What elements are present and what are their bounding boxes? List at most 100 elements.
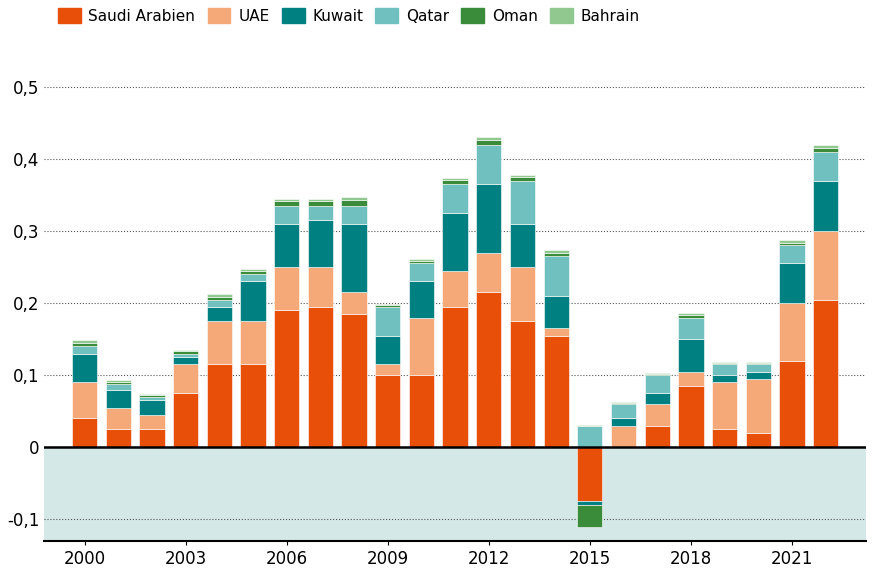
Bar: [644, 373, 670, 374]
Bar: [510, 321, 535, 447]
Bar: [173, 393, 198, 447]
Bar: [173, 357, 198, 365]
Bar: [577, 501, 602, 505]
Bar: [544, 251, 569, 252]
Bar: [409, 317, 434, 375]
Bar: [644, 404, 670, 426]
Bar: [813, 148, 838, 152]
Bar: [240, 274, 265, 282]
Bar: [712, 365, 737, 375]
Bar: [813, 145, 838, 148]
Bar: [274, 201, 299, 206]
Bar: [308, 267, 333, 306]
Bar: [240, 365, 265, 447]
Bar: [544, 328, 569, 336]
Bar: [443, 213, 468, 271]
Bar: [746, 362, 771, 363]
Bar: [72, 340, 97, 343]
Bar: [712, 362, 737, 363]
Bar: [544, 296, 569, 328]
Bar: [106, 380, 131, 382]
Bar: [207, 300, 232, 306]
Bar: [443, 184, 468, 213]
Bar: [746, 365, 771, 371]
Bar: [510, 175, 535, 177]
Bar: [813, 181, 838, 231]
Bar: [644, 375, 670, 393]
Bar: [72, 354, 97, 382]
Bar: [375, 336, 401, 365]
Bar: [375, 375, 401, 447]
Bar: [780, 243, 805, 246]
Bar: [780, 303, 805, 361]
Bar: [678, 386, 704, 447]
Bar: [72, 346, 97, 354]
Bar: [780, 246, 805, 263]
Bar: [274, 310, 299, 447]
Bar: [746, 433, 771, 447]
Bar: [544, 256, 569, 296]
Bar: [678, 313, 704, 315]
Bar: [140, 430, 165, 447]
Bar: [644, 393, 670, 404]
Bar: [409, 259, 434, 260]
Bar: [341, 197, 367, 200]
Bar: [140, 415, 165, 430]
Bar: [780, 240, 805, 243]
Bar: [173, 350, 198, 351]
Bar: [106, 430, 131, 447]
Bar: [207, 294, 232, 297]
Bar: [308, 198, 333, 201]
Bar: [644, 426, 670, 447]
Bar: [409, 260, 434, 263]
Legend: Saudi Arabien, UAE, Kuwait, Qatar, Oman, Bahrain: Saudi Arabien, UAE, Kuwait, Qatar, Oman,…: [52, 2, 646, 30]
Bar: [678, 371, 704, 386]
Bar: [45, 447, 866, 541]
Bar: [780, 263, 805, 303]
Bar: [308, 201, 333, 206]
Bar: [308, 206, 333, 220]
Bar: [476, 144, 501, 184]
Bar: [780, 361, 805, 447]
Bar: [510, 224, 535, 267]
Bar: [240, 321, 265, 365]
Bar: [443, 178, 468, 180]
Bar: [274, 224, 299, 267]
Bar: [510, 267, 535, 321]
Bar: [140, 397, 165, 400]
Bar: [409, 263, 434, 282]
Bar: [173, 365, 198, 393]
Bar: [409, 282, 434, 317]
Bar: [341, 224, 367, 292]
Bar: [678, 339, 704, 371]
Bar: [106, 390, 131, 408]
Bar: [443, 271, 468, 306]
Bar: [341, 200, 367, 206]
Bar: [106, 384, 131, 390]
Bar: [712, 363, 737, 365]
Bar: [375, 365, 401, 375]
Bar: [140, 396, 165, 397]
Bar: [409, 375, 434, 447]
Bar: [443, 180, 468, 184]
Bar: [274, 267, 299, 310]
Bar: [544, 336, 569, 447]
Bar: [240, 271, 265, 274]
Bar: [375, 304, 401, 305]
Bar: [813, 231, 838, 300]
Bar: [712, 382, 737, 430]
Bar: [510, 181, 535, 224]
Bar: [476, 184, 501, 252]
Bar: [644, 374, 670, 375]
Bar: [577, 426, 602, 447]
Bar: [308, 220, 333, 267]
Bar: [341, 292, 367, 314]
Bar: [678, 317, 704, 339]
Bar: [173, 354, 198, 357]
Bar: [746, 371, 771, 379]
Bar: [207, 365, 232, 447]
Bar: [240, 269, 265, 271]
Bar: [813, 300, 838, 447]
Bar: [274, 198, 299, 201]
Bar: [72, 382, 97, 419]
